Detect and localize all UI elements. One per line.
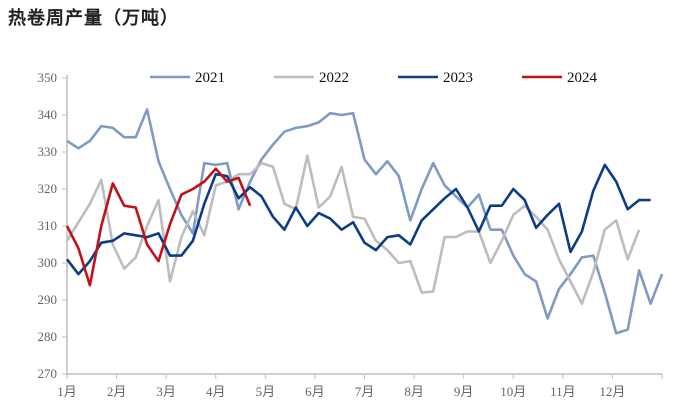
- y-tick-label: 300: [38, 255, 58, 270]
- series-line-2022: [65, 154, 641, 306]
- x-tick-label: 7月: [355, 384, 375, 399]
- x-tick-label: 10月: [500, 384, 526, 399]
- x-tick-label: 5月: [256, 384, 276, 399]
- x-tick-label: 6月: [305, 384, 325, 399]
- series-line-2023: [65, 163, 651, 276]
- y-tick-label: 290: [38, 292, 58, 307]
- y-tick-label: 330: [38, 144, 58, 159]
- x-tick-label: 3月: [156, 384, 176, 399]
- series-line-2021: [66, 108, 664, 335]
- y-tick-label: 310: [38, 218, 58, 233]
- x-tick-label: 2月: [107, 384, 127, 399]
- y-tick-label: 340: [38, 107, 58, 122]
- y-tick-label: 320: [38, 181, 58, 196]
- x-tick-label: 11月: [550, 384, 576, 399]
- y-tick-label: 280: [38, 329, 58, 344]
- x-tick-label: 8月: [404, 384, 424, 399]
- y-tick-label: 270: [38, 366, 58, 381]
- x-tick-label: 9月: [454, 384, 474, 399]
- legend-label-2024: 2024: [567, 70, 598, 86]
- y-tick-label: 350: [38, 70, 58, 85]
- x-tick-label: 4月: [206, 384, 226, 399]
- legend-label-2022: 2022: [319, 70, 349, 86]
- x-tick-label: 12月: [599, 384, 625, 399]
- series-line-2024: [65, 167, 252, 287]
- x-tick-label: 1月: [57, 384, 77, 399]
- legend-label-2023: 2023: [443, 70, 473, 86]
- legend-label-2021: 2021: [195, 70, 225, 86]
- chart-title: 热卷周产量（万吨）: [8, 8, 179, 29]
